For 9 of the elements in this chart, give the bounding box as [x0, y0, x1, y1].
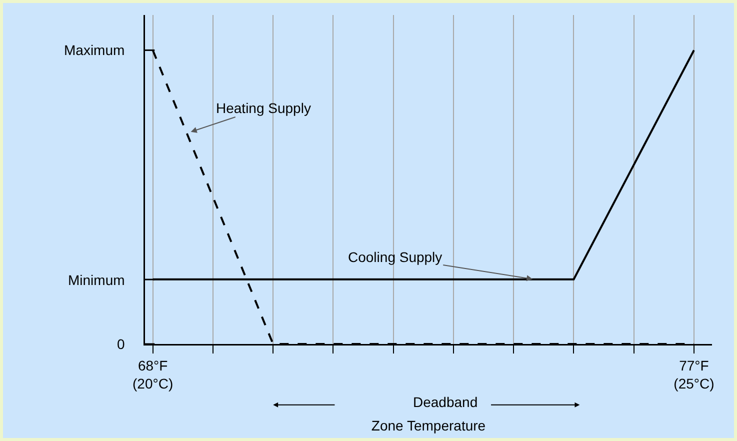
text: Minimum — [68, 272, 125, 288]
x-axis-title: Zone Temperature — [371, 418, 486, 434]
annotation: Cooling Supply — [348, 249, 442, 265]
text: Deadband — [413, 394, 478, 410]
text: Maximum — [64, 42, 125, 58]
x-tick-label: 68°F (20°C) — [132, 357, 174, 392]
annotation: Heating Supply — [216, 100, 311, 116]
x-tick-label: 77°F (25°C) — [674, 357, 714, 392]
text: 0 — [117, 336, 125, 352]
